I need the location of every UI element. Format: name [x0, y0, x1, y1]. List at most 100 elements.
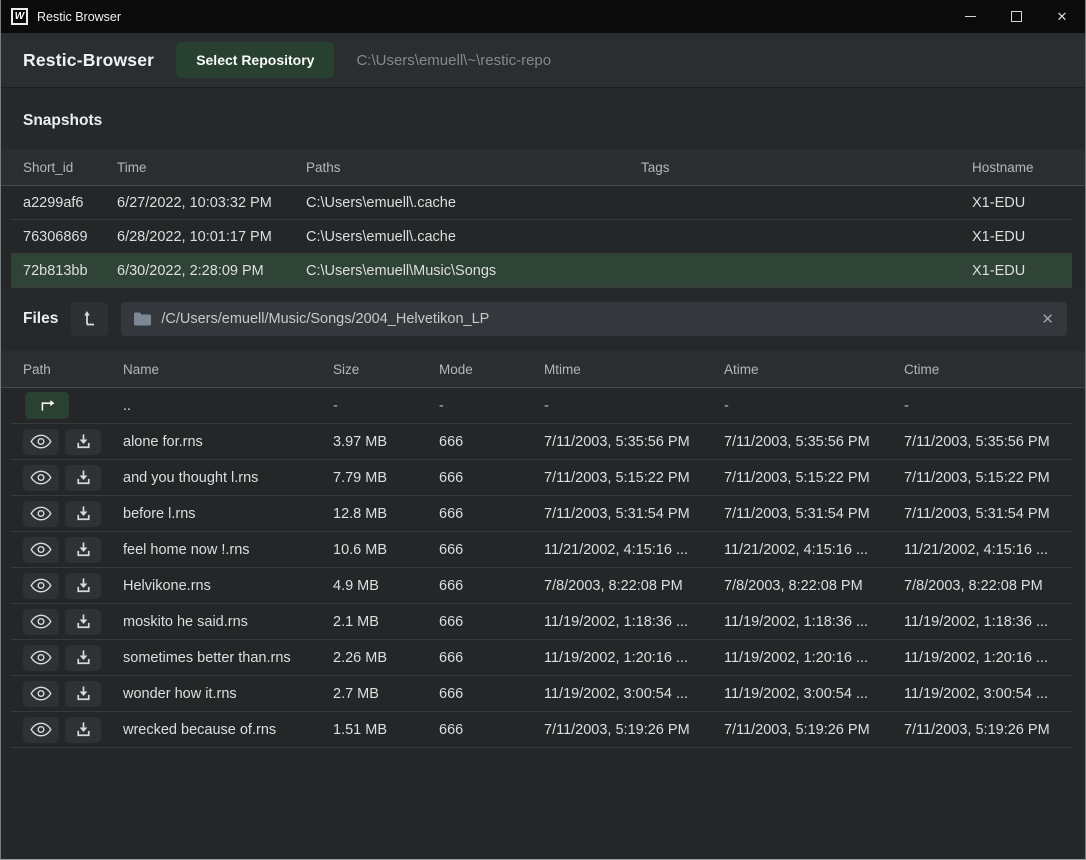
clear-path-button[interactable]: ✕: [1041, 312, 1054, 327]
go-up-arrow-icon: [39, 399, 56, 412]
column-header-mtime: Mtime: [544, 362, 724, 377]
file-row: sometimes better than.rns2.26 MB66611/19…: [11, 640, 1072, 676]
cell-mtime: 11/21/2002, 4:15:16 ...: [544, 542, 724, 558]
cell-mtime: -: [544, 398, 724, 414]
preview-eye-icon: [30, 542, 52, 557]
preview-file-button[interactable]: [23, 537, 59, 563]
preview-file-button[interactable]: [23, 465, 59, 491]
file-row: and you thought l.rns7.79 MB6667/11/2003…: [11, 460, 1072, 496]
cell-hostname: X1-EDU: [972, 263, 1072, 279]
cell-name: before l.rns: [123, 506, 333, 522]
cell-size: -: [333, 398, 439, 414]
empty-area: [1, 748, 1085, 859]
cell-atime: 11/19/2002, 1:18:36 ...: [724, 614, 904, 630]
cell-ctime: 7/11/2003, 5:15:22 PM: [904, 470, 1072, 486]
app-window: W Restic Browser ✕ Restic-Browser Select…: [0, 0, 1086, 860]
column-header-name: Name: [123, 362, 333, 377]
cell-mtime: 11/19/2002, 1:18:36 ...: [544, 614, 724, 630]
cell-size: 10.6 MB: [333, 542, 439, 558]
preview-file-button[interactable]: [23, 681, 59, 707]
cell-hostname: X1-EDU: [972, 229, 1072, 245]
cell-time: 6/30/2022, 2:28:09 PM: [117, 263, 306, 279]
file-row-parent: ..-----: [11, 388, 1072, 424]
column-header-tags: Tags: [641, 160, 972, 175]
cell-time: 6/27/2022, 10:03:32 PM: [117, 195, 306, 211]
file-row: before l.rns12.8 MB6667/11/2003, 5:31:54…: [11, 496, 1072, 532]
preview-file-button[interactable]: [23, 429, 59, 455]
cell-size: 4.9 MB: [333, 578, 439, 594]
cell-ctime: 11/19/2002, 3:00:54 ...: [904, 686, 1072, 702]
cell-name: wrecked because of.rns: [123, 722, 333, 738]
cell-size: 7.79 MB: [333, 470, 439, 486]
preview-file-button[interactable]: [23, 573, 59, 599]
snapshots-title: Snapshots: [23, 112, 102, 129]
restore-file-button[interactable]: [65, 429, 101, 455]
download-icon: [76, 434, 91, 449]
restore-file-button[interactable]: [65, 537, 101, 563]
close-button[interactable]: ✕: [1039, 0, 1085, 33]
download-icon: [76, 650, 91, 665]
cell-name: and you thought l.rns: [123, 470, 333, 486]
cell-path: [23, 392, 123, 419]
snapshots-section-header: Snapshots: [1, 88, 1085, 149]
cell-mode: 666: [439, 434, 544, 450]
cell-ctime: -: [904, 398, 1072, 414]
cell-atime: -: [724, 398, 904, 414]
restore-file-button[interactable]: [65, 645, 101, 671]
current-path-field[interactable]: /C/Users/emuell/Music/Songs/2004_Helveti…: [121, 302, 1067, 336]
download-icon: [76, 686, 91, 701]
files-bar: Files /C/Users/emuell/Music/Songs/2004_H…: [1, 288, 1085, 351]
column-header-mode: Mode: [439, 362, 544, 377]
preview-file-button[interactable]: [23, 717, 59, 743]
cell-time: 6/28/2022, 10:01:17 PM: [117, 229, 306, 245]
cell-atime: 7/11/2003, 5:35:56 PM: [724, 434, 904, 450]
cell-ctime: 7/11/2003, 5:31:54 PM: [904, 506, 1072, 522]
preview-file-button[interactable]: [23, 501, 59, 527]
column-header-short_id: Short_id: [23, 160, 117, 175]
cell-mtime: 7/11/2003, 5:35:56 PM: [544, 434, 724, 450]
window-title: Restic Browser: [37, 10, 121, 24]
column-header-hostname: Hostname: [972, 160, 1072, 175]
cell-path: [23, 573, 123, 599]
files-header-row: PathNameSizeModeMtimeAtimeCtime: [1, 351, 1085, 388]
preview-file-button[interactable]: [23, 645, 59, 671]
cell-atime: 7/11/2003, 5:15:22 PM: [724, 470, 904, 486]
restore-file-button[interactable]: [65, 573, 101, 599]
cell-size: 2.26 MB: [333, 650, 439, 666]
maximize-button[interactable]: [993, 0, 1039, 33]
open-parent-directory-button[interactable]: [71, 302, 108, 336]
minimize-button[interactable]: [947, 0, 993, 33]
cell-ctime: 7/11/2003, 5:19:26 PM: [904, 722, 1072, 738]
snapshot-row[interactable]: 763068696/28/2022, 10:01:17 PMC:\Users\e…: [11, 220, 1072, 254]
cell-hostname: X1-EDU: [972, 195, 1072, 211]
select-repository-button[interactable]: Select Repository: [176, 42, 334, 78]
restore-file-button[interactable]: [65, 717, 101, 743]
cell-atime: 7/11/2003, 5:31:54 PM: [724, 506, 904, 522]
snapshot-row[interactable]: a2299af66/27/2022, 10:03:32 PMC:\Users\e…: [11, 186, 1072, 220]
app-header: Restic-Browser Select Repository C:\User…: [1, 33, 1085, 88]
go-to-parent-button[interactable]: [25, 392, 69, 419]
restore-file-button[interactable]: [65, 501, 101, 527]
cell-atime: 11/21/2002, 4:15:16 ...: [724, 542, 904, 558]
cell-ctime: 11/19/2002, 1:20:16 ...: [904, 650, 1072, 666]
snapshots-header-row: Short_idTimePathsTagsHostname: [1, 149, 1085, 186]
cell-path: [23, 645, 123, 671]
restore-file-button[interactable]: [65, 465, 101, 491]
cell-mtime: 7/11/2003, 5:31:54 PM: [544, 506, 724, 522]
cell-atime: 11/19/2002, 3:00:54 ...: [724, 686, 904, 702]
cell-size: 2.7 MB: [333, 686, 439, 702]
cell-size: 12.8 MB: [333, 506, 439, 522]
repository-path: C:\Users\emuell\~\restic-repo: [356, 52, 551, 69]
restore-file-button[interactable]: [65, 609, 101, 635]
cell-name: Helvikone.rns: [123, 578, 333, 594]
cell-name: ..: [123, 398, 333, 414]
snapshot-row[interactable]: 72b813bb6/30/2022, 2:28:09 PMC:\Users\em…: [11, 254, 1072, 288]
cell-short_id: 76306869: [23, 229, 117, 245]
download-icon: [76, 470, 91, 485]
restore-file-button[interactable]: [65, 681, 101, 707]
level-up-icon: [82, 310, 97, 329]
cell-mtime: 7/8/2003, 8:22:08 PM: [544, 578, 724, 594]
cell-mode: 666: [439, 578, 544, 594]
preview-file-button[interactable]: [23, 609, 59, 635]
cell-mtime: 11/19/2002, 1:20:16 ...: [544, 650, 724, 666]
